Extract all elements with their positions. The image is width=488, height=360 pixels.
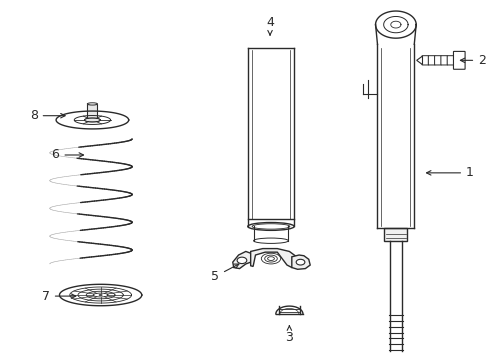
FancyBboxPatch shape: [427, 56, 434, 65]
FancyBboxPatch shape: [440, 56, 447, 65]
FancyBboxPatch shape: [446, 56, 453, 65]
FancyBboxPatch shape: [384, 228, 407, 241]
Ellipse shape: [267, 257, 274, 261]
Ellipse shape: [264, 255, 277, 262]
Text: 4: 4: [265, 16, 273, 35]
Text: 3: 3: [285, 325, 293, 344]
Text: 2: 2: [460, 54, 485, 67]
Text: 5: 5: [211, 264, 239, 283]
Bar: [87, 104, 97, 120]
Ellipse shape: [99, 294, 102, 296]
Polygon shape: [250, 249, 296, 267]
FancyBboxPatch shape: [421, 56, 428, 65]
Text: 1: 1: [426, 166, 473, 179]
Polygon shape: [416, 56, 422, 64]
FancyBboxPatch shape: [434, 56, 441, 65]
Text: 8: 8: [30, 109, 65, 122]
Ellipse shape: [237, 257, 246, 264]
Polygon shape: [291, 255, 309, 269]
Ellipse shape: [296, 259, 304, 265]
Polygon shape: [232, 251, 253, 269]
Text: 6: 6: [52, 148, 83, 162]
Ellipse shape: [247, 222, 294, 230]
Ellipse shape: [84, 118, 100, 122]
Ellipse shape: [261, 253, 280, 264]
Ellipse shape: [252, 224, 289, 229]
Text: 7: 7: [41, 289, 76, 303]
Ellipse shape: [253, 238, 288, 243]
FancyBboxPatch shape: [452, 51, 464, 69]
Ellipse shape: [87, 103, 97, 105]
